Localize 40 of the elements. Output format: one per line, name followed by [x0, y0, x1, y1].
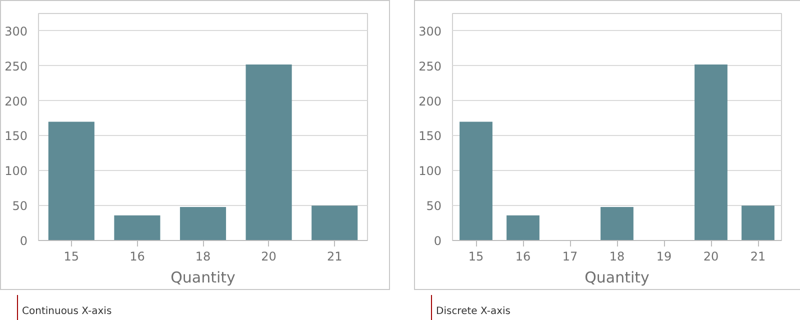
- y-tick-label: 0: [434, 234, 442, 248]
- bar: [246, 64, 292, 240]
- x-tick-label: 15: [468, 250, 484, 264]
- x-axis-title: Quantity: [170, 268, 236, 286]
- bar: [312, 206, 358, 240]
- y-tick-label: 300: [4, 24, 28, 38]
- y-tick-label: 50: [426, 199, 442, 214]
- x-axis-title: Quantity: [584, 268, 650, 286]
- y-tick-label: 250: [4, 59, 28, 74]
- y-tick-label: 0: [20, 234, 28, 248]
- bar: [506, 215, 540, 240]
- x-tick-label: 21: [750, 250, 766, 264]
- x-tick-label: 16: [130, 250, 145, 264]
- bar: [460, 122, 492, 240]
- x-tick-label: 21: [326, 250, 342, 264]
- text: Discrete X-axis: [431, 295, 512, 320]
- x-tick-label: 19: [656, 250, 672, 264]
- y-tick-label: 100: [4, 164, 28, 178]
- bar: [600, 206, 634, 240]
- y-tick-label: 300: [418, 24, 442, 38]
- x-tick-label: 18: [609, 250, 625, 264]
- bar: [694, 64, 728, 240]
- x-tick-label: 20: [261, 250, 276, 264]
- y-tick-label: 150: [418, 129, 442, 144]
- x-tick-label: 16: [515, 250, 531, 264]
- x-tick-label: 17: [562, 250, 578, 264]
- bar: [180, 206, 226, 240]
- y-tick-label: 200: [4, 94, 28, 108]
- text: Continuous X-axis: [17, 295, 114, 320]
- y-tick-label: 50: [12, 199, 28, 214]
- x-tick-label: 20: [703, 250, 719, 264]
- y-tick-label: 150: [4, 129, 28, 144]
- y-tick-label: 250: [418, 59, 442, 74]
- y-tick-label: 200: [418, 94, 442, 108]
- x-tick-label: 15: [64, 250, 80, 264]
- x-tick-label: 18: [195, 250, 211, 264]
- bar: [48, 122, 94, 240]
- bar: [742, 206, 774, 240]
- bar: [114, 215, 160, 240]
- y-tick-label: 100: [418, 164, 442, 178]
